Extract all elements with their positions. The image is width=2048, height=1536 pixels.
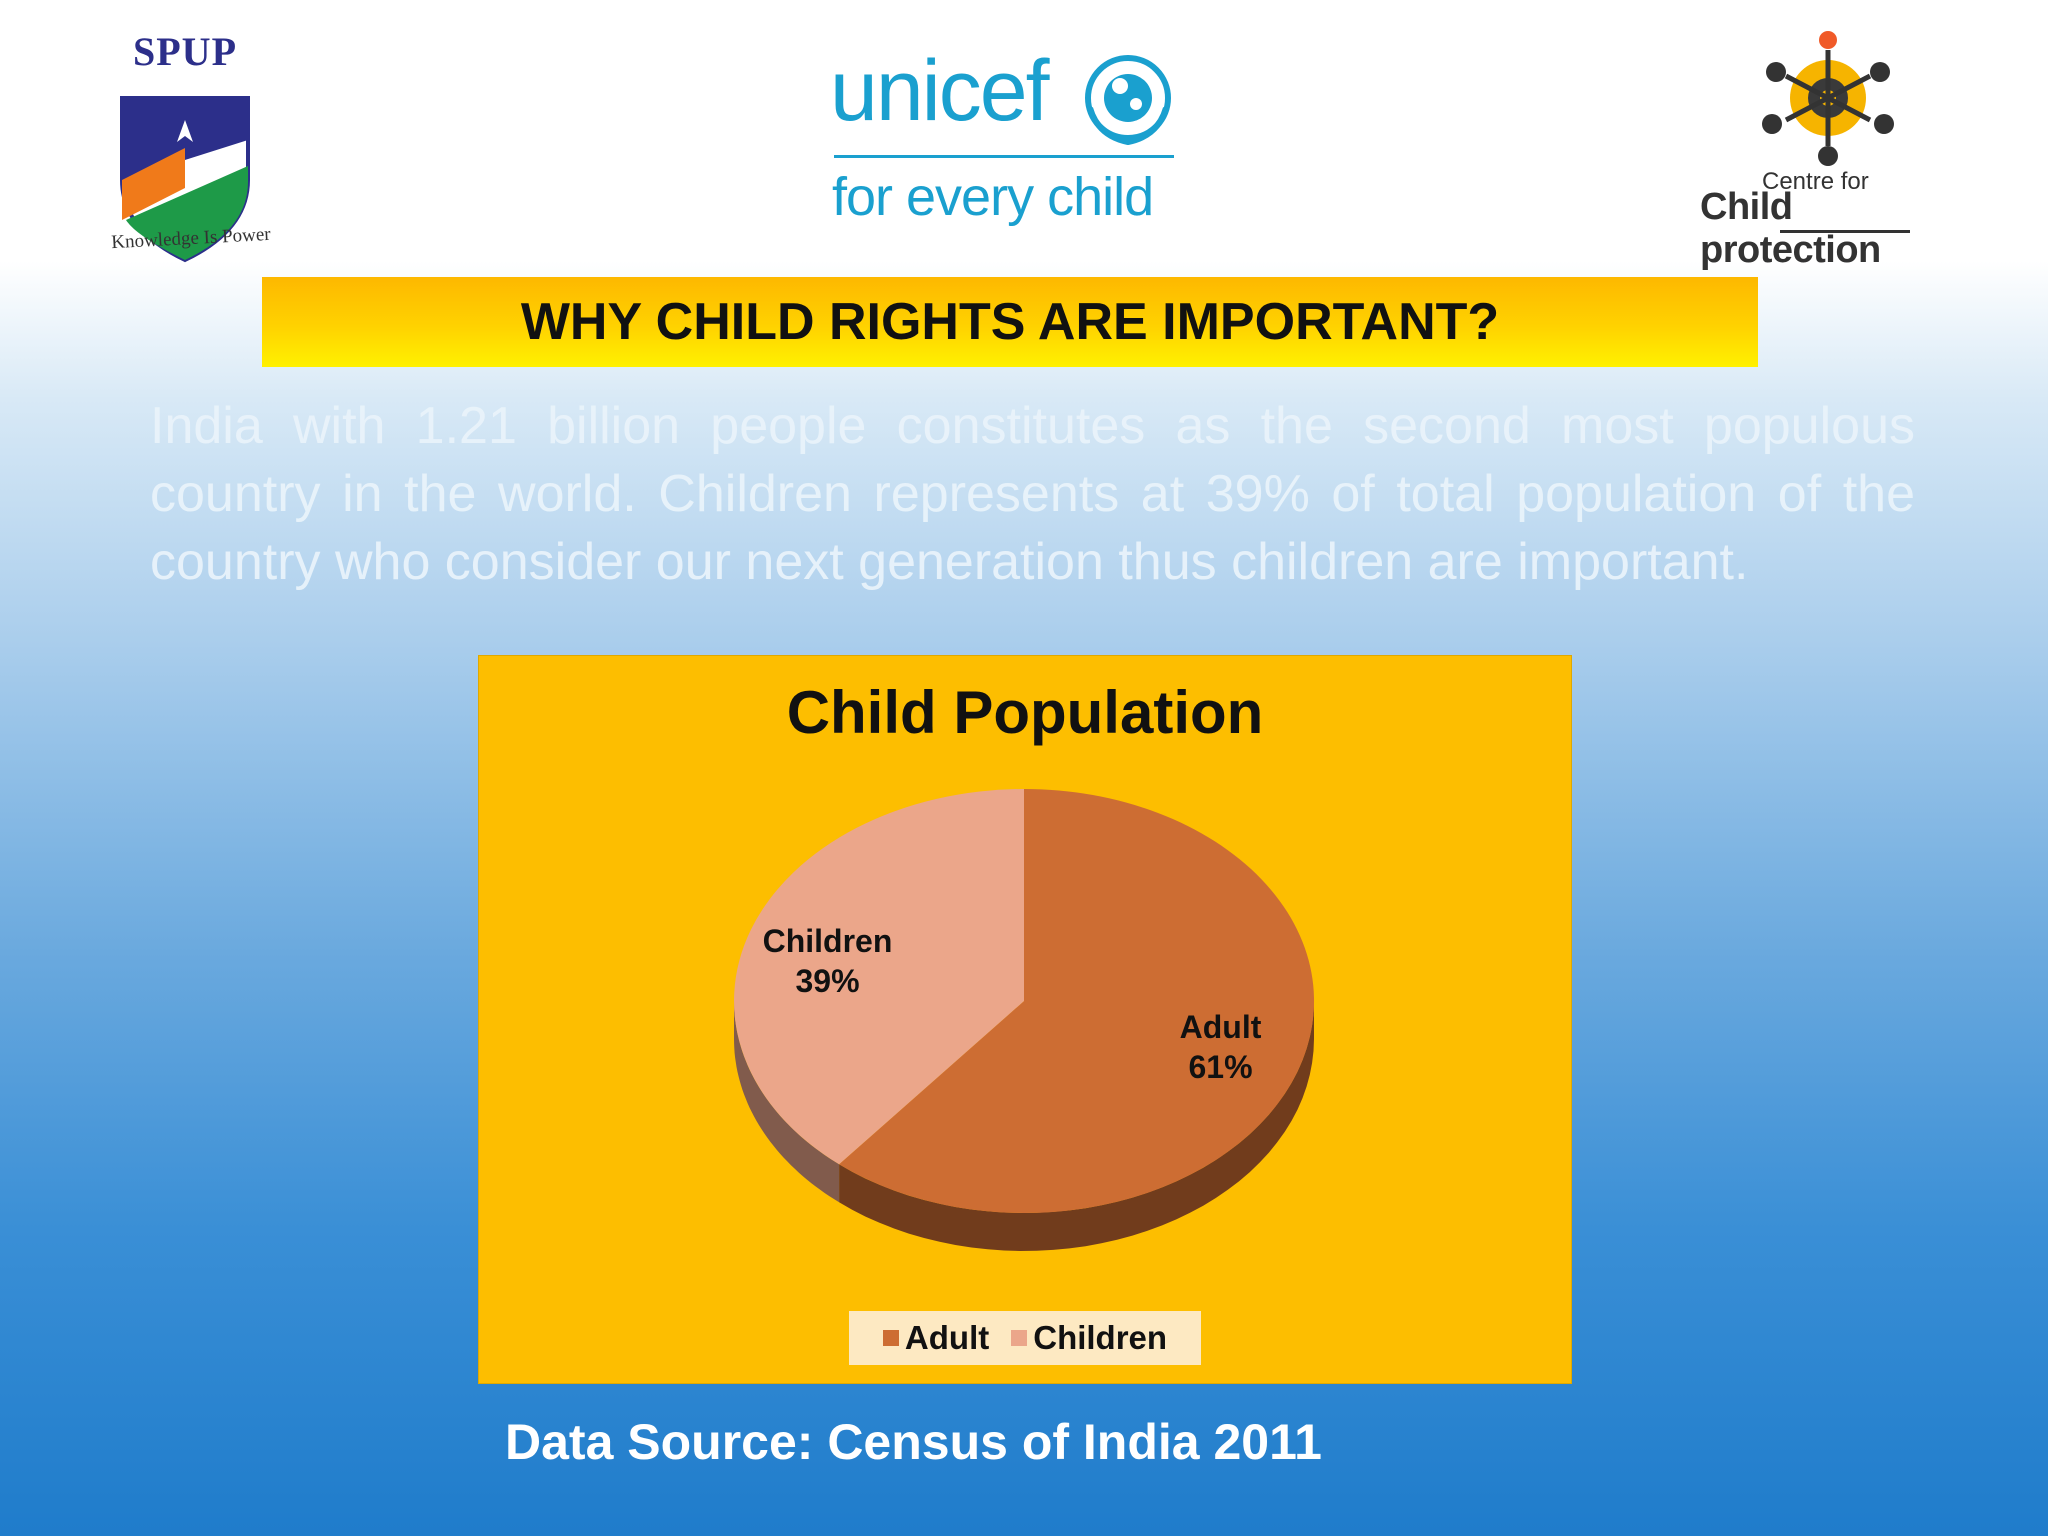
ccp-emblem-icon bbox=[1762, 31, 1894, 166]
spup-logo: SPUP Knowledge Is Power bbox=[90, 28, 280, 263]
spup-shield-icon bbox=[120, 96, 250, 263]
ccp-logo-line1: Centre for bbox=[1762, 168, 1869, 195]
chart-title: Child Population bbox=[786, 679, 1264, 746]
legend-item-adult: Adult bbox=[882, 1319, 990, 1357]
pie-slice-adult bbox=[839, 789, 1315, 1213]
data-label-category-children: Children bbox=[763, 923, 893, 959]
page-title: WHY CHILD RIGHTS ARE IMPORTANT? bbox=[520, 293, 1500, 351]
pie-chart: Adult 61% Children 39% bbox=[734, 789, 1315, 1251]
ccp-logo: Centre for Child protection bbox=[1690, 28, 1980, 271]
unicef-tagline: for every child bbox=[832, 167, 1154, 227]
data-label-category-adult: Adult bbox=[1180, 1009, 1262, 1045]
legend-label-adult: Adult bbox=[904, 1319, 990, 1356]
title-bar: WHY CHILD RIGHTS ARE IMPORTANT? bbox=[262, 277, 1758, 367]
spup-logo-title: SPUP bbox=[133, 29, 237, 74]
legend-item-children: Children bbox=[1011, 1319, 1167, 1357]
chart-panel: Child Population Adult 61% Children 39% Adu… bbox=[478, 655, 1572, 1384]
legend-label-children: Children bbox=[1033, 1319, 1168, 1356]
unicef-logo: unicef for every child bbox=[820, 40, 1180, 245]
data-label-percent-children: 39% bbox=[795, 963, 859, 999]
unicef-wordmark: unicef bbox=[830, 43, 1049, 139]
body-paragraph: India with 1.21 billion people constitut… bbox=[150, 397, 1915, 591]
pie-side-adult bbox=[839, 1001, 1314, 1251]
pie-slice-children bbox=[734, 789, 1024, 1165]
data-source: Data Source: Census of India 2011 bbox=[505, 1414, 1322, 1470]
data-label-percent-adult: 61% bbox=[1188, 1049, 1252, 1085]
ccp-logo-line2: Child protection bbox=[1700, 186, 1881, 271]
unicef-divider bbox=[834, 155, 1174, 158]
chart-legend: Adult Children bbox=[849, 1311, 1201, 1365]
legend-swatch-children bbox=[1011, 1330, 1028, 1346]
ccp-underline bbox=[1780, 230, 1910, 233]
legend-swatch-adult bbox=[882, 1330, 899, 1346]
unicef-emblem-icon bbox=[1085, 55, 1171, 146]
pie-side-children bbox=[734, 1001, 840, 1203]
